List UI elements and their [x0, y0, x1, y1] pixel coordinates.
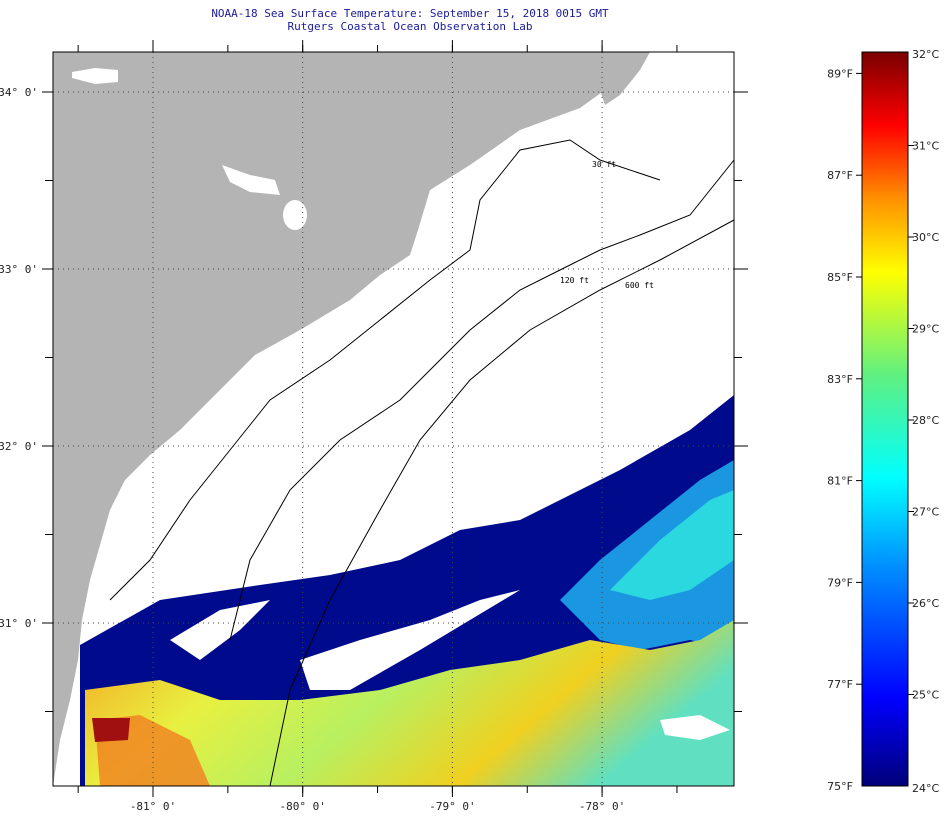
contour-label-30: 30 ft	[592, 160, 616, 169]
contour-label-600: 600 ft	[625, 281, 654, 290]
c-label: 32°C	[912, 48, 939, 61]
f-label: 77°F	[827, 678, 853, 691]
contour-120ft	[229, 159, 734, 641]
contour-30ft	[109, 139, 661, 601]
colorbar	[861, 51, 909, 787]
lat-label: 34° 0'	[0, 86, 38, 99]
cloud-patch	[300, 590, 520, 690]
map-area: 30 ft 120 ft 600 ft	[53, 52, 734, 786]
graticule	[53, 52, 734, 786]
c-label: 29°C	[912, 323, 939, 336]
map-title: NOAA-18 Sea Surface Temperature: Septemb…	[211, 7, 609, 20]
map-frame	[52, 51, 735, 787]
contour-label-120: 120 ft	[560, 276, 589, 285]
f-label: 83°F	[827, 373, 853, 386]
f-label: 85°F	[827, 271, 853, 284]
warm-water-region	[85, 620, 734, 786]
f-label: 79°F	[827, 576, 853, 589]
f-label: 87°F	[827, 169, 853, 182]
lake	[283, 200, 307, 230]
lake	[72, 68, 118, 84]
lat-label: 33° 0'	[0, 263, 38, 276]
land-cape	[600, 52, 650, 105]
c-label: 31°C	[912, 140, 939, 153]
f-label: 89°F	[827, 67, 853, 80]
cyan-water-region	[610, 490, 734, 600]
c-label: 27°C	[912, 506, 939, 519]
f-label: 75°F	[827, 780, 853, 793]
c-label: 25°C	[912, 689, 939, 702]
lake	[222, 165, 280, 195]
lon-label: -78° 0'	[579, 800, 625, 813]
lat-label: 32° 0'	[0, 440, 38, 453]
map-axes: 34° 0' 33° 0' 32° 0' 31° 0' -81° 0' -80° 0' -7…	[0, 40, 748, 813]
lon-label: -81° 0'	[130, 800, 176, 813]
lon-label: -79° 0'	[429, 800, 475, 813]
c-label: 28°C	[912, 414, 939, 427]
c-label: 26°C	[912, 597, 939, 610]
f-label: 81°F	[827, 475, 853, 488]
colorbar-ticks: 89°F 87°F 85°F 83°F 81°F 79°F 77°F 75°F 32°C 31°C…	[827, 48, 939, 795]
very-hot-water-region	[92, 718, 130, 742]
c-label: 30°C	[912, 231, 939, 244]
cloud-patch	[660, 715, 730, 740]
map-subtitle: Rutgers Coastal Ocean Observation Lab	[287, 20, 533, 33]
cloud-patch	[170, 600, 270, 660]
lon-label: -80° 0'	[280, 800, 326, 813]
c-label: 24°C	[912, 782, 939, 795]
contour-600ft	[269, 219, 734, 786]
lat-label: 31° 0'	[0, 617, 38, 630]
land	[53, 52, 612, 786]
